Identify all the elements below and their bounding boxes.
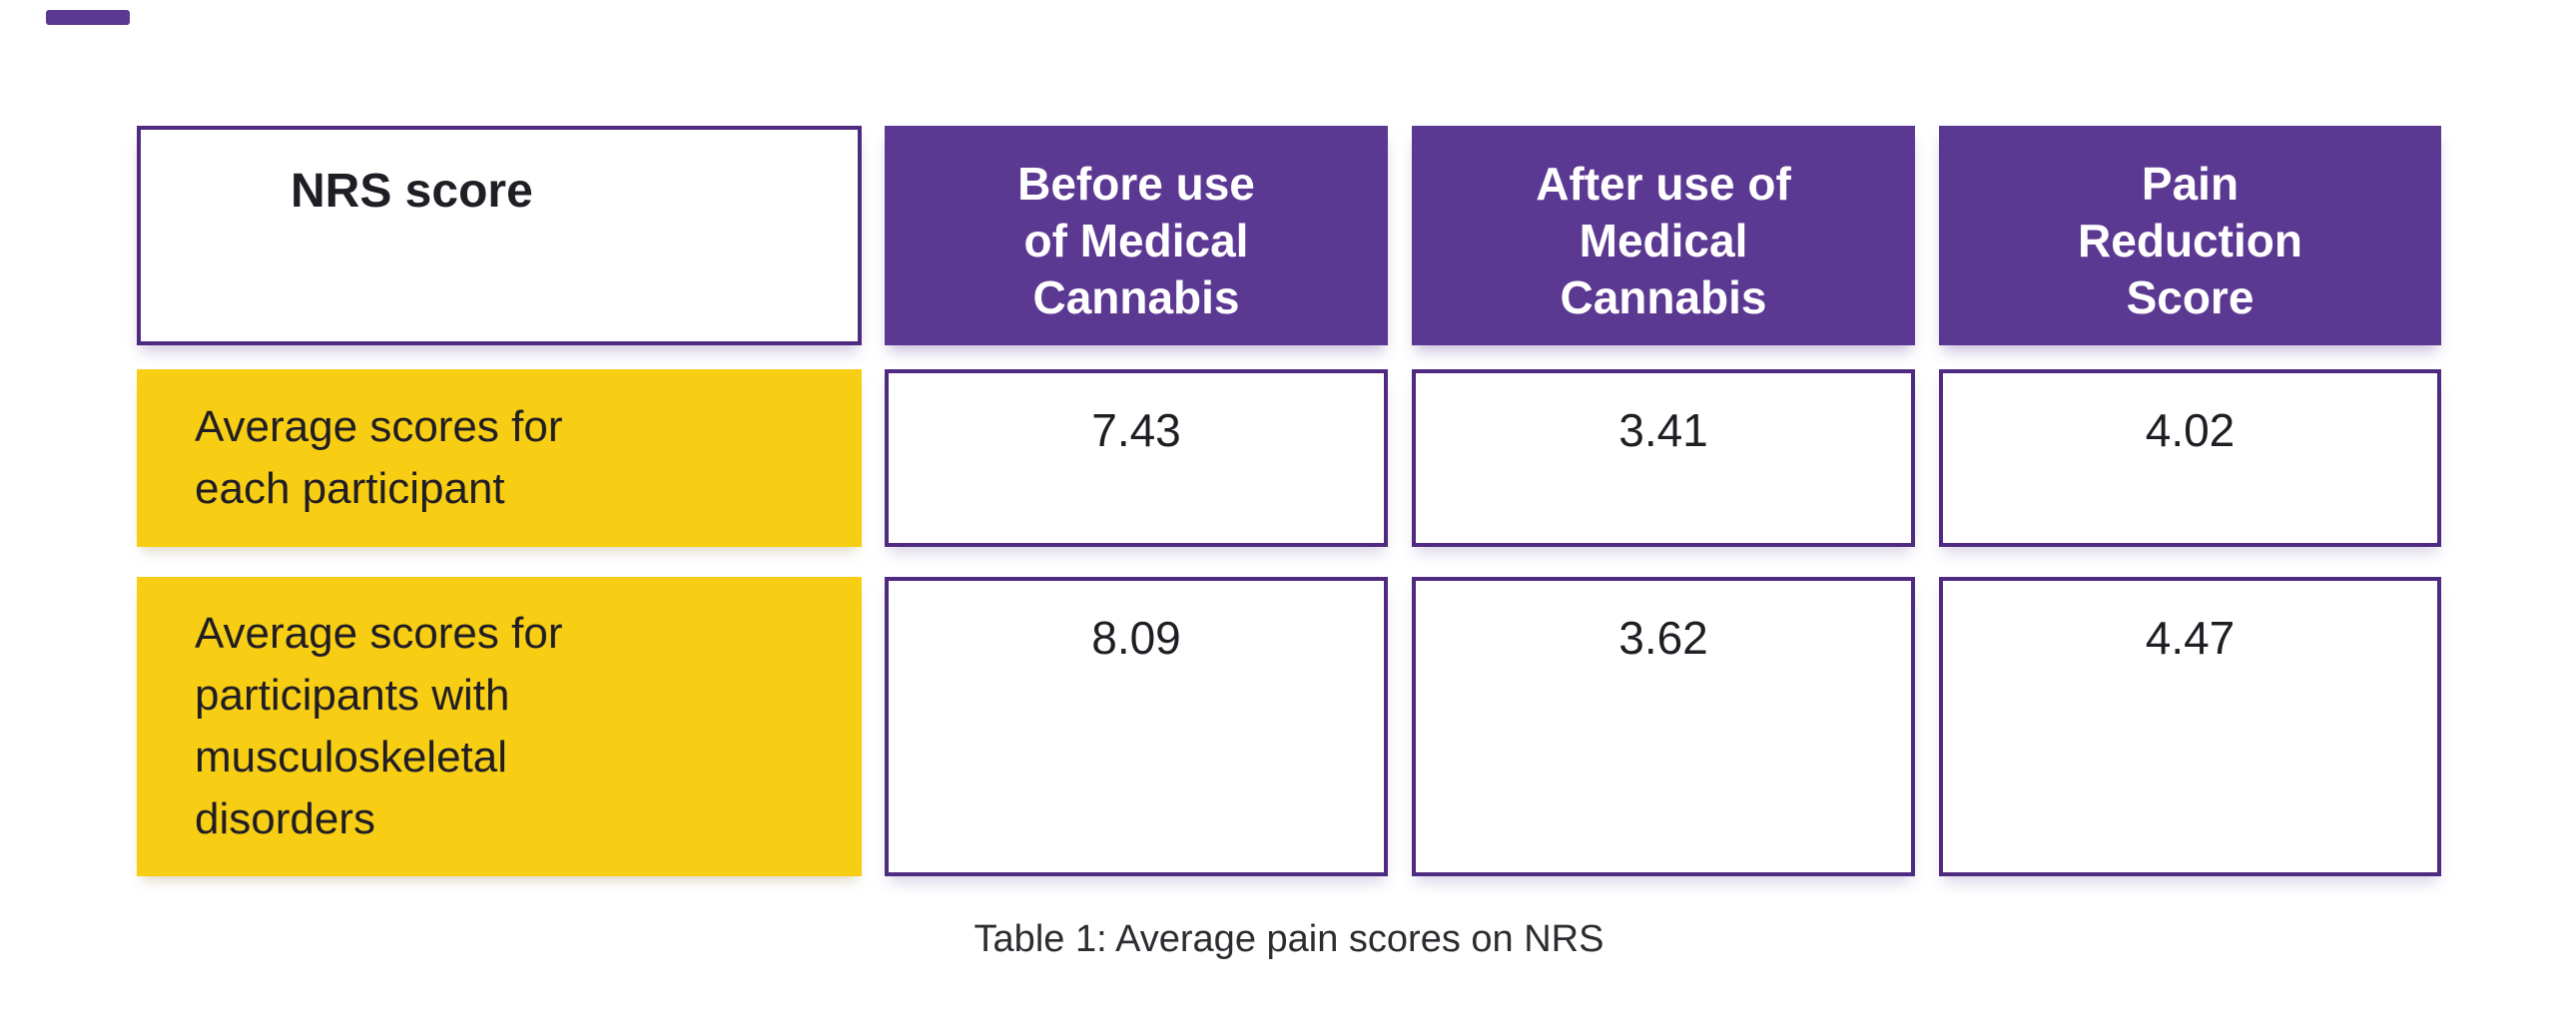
header-line: After use of (1536, 157, 1791, 210)
header-line: Medical (1579, 214, 1748, 266)
value-after-musculoskeletal: 3.62 (1412, 577, 1915, 876)
value-text: 8.09 (1091, 612, 1181, 664)
header-line: Cannabis (1032, 270, 1240, 323)
header-line: Before use (1017, 157, 1255, 210)
header-line: Cannabis (1560, 270, 1767, 323)
value-text: 4.47 (2145, 612, 2236, 664)
row-label-all-participants: Average scores for each participant (137, 369, 862, 547)
value-after-all-participants: 3.41 (1412, 369, 1915, 547)
value-text: 7.43 (1091, 404, 1181, 456)
corner-dash-decoration (46, 10, 130, 25)
header-line: Pain (2141, 157, 2240, 210)
value-before-all-participants: 7.43 (885, 369, 1388, 547)
header-label-nrs-score: NRS score (291, 165, 533, 218)
value-text: 3.62 (1618, 612, 1708, 664)
value-reduction-musculoskeletal: 4.47 (1939, 577, 2441, 876)
value-text: 3.41 (1618, 404, 1708, 456)
row-label-text: Average scores for each participant (195, 402, 563, 513)
value-reduction-all-participants: 4.02 (1939, 369, 2441, 547)
header-cell-after-use: After use of Medical Cannabis (1412, 126, 1915, 345)
header-cell-pain-reduction: Pain Reduction Score (1939, 126, 2441, 345)
header-line: Reduction (2078, 214, 2302, 266)
value-before-musculoskeletal: 8.09 (885, 577, 1388, 876)
value-text: 4.02 (2145, 404, 2236, 456)
header-line: Score (2126, 270, 2254, 323)
row-label-musculoskeletal: Average scores for participants with mus… (137, 577, 862, 876)
table-caption: Table 1: Average pain scores on NRS (973, 918, 1605, 960)
row-label-text: Average scores for participants with mus… (195, 609, 563, 843)
header-line: of Medical (1023, 214, 1249, 266)
header-cell-before-use: Before use of Medical Cannabis (885, 126, 1388, 345)
header-cell-nrs-score: NRS score (137, 126, 862, 345)
